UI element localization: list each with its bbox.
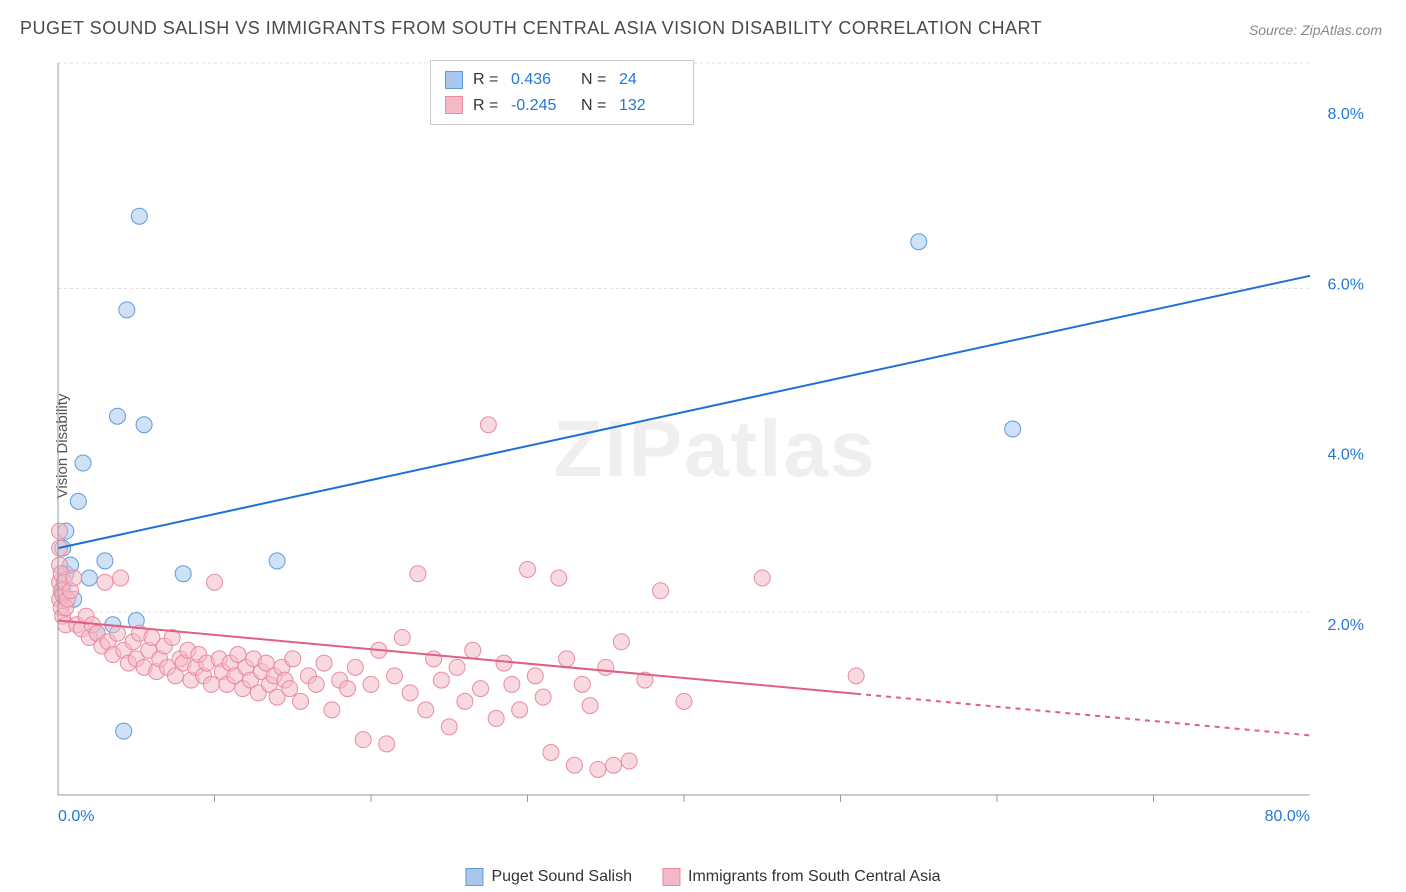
x-tick-label: 0.0%	[58, 808, 94, 825]
data-point	[269, 553, 285, 569]
data-point	[70, 493, 86, 509]
legend-label: Immigrants from South Central Asia	[688, 868, 941, 886]
stat-r-label: R =	[473, 93, 501, 119]
stat-n-label: N =	[581, 93, 609, 119]
trend-line-extrapolated	[856, 694, 1310, 736]
data-point	[418, 702, 434, 718]
data-point	[480, 417, 496, 433]
bottom-legend: Puget Sound Salish Immigrants from South …	[465, 868, 940, 886]
scatter-plot: ZIPatlas 0.0% 80.0% 2.0% 4.0% 6.0% 8.0%	[50, 55, 1380, 835]
data-point	[621, 753, 637, 769]
data-point	[75, 455, 91, 471]
data-point	[285, 651, 301, 667]
data-point	[754, 570, 770, 586]
data-point	[379, 736, 395, 752]
data-point	[441, 719, 457, 735]
stat-n-value: 24	[619, 67, 679, 93]
y-tick-label: 2.0%	[1328, 617, 1364, 634]
data-point	[97, 574, 113, 590]
data-point	[598, 659, 614, 675]
x-tick-label: 80.0%	[1265, 808, 1310, 825]
legend-swatch	[445, 71, 463, 89]
data-point	[676, 693, 692, 709]
data-point	[116, 723, 132, 739]
y-tick-label: 6.0%	[1328, 276, 1364, 293]
data-point	[543, 744, 559, 760]
trend-line	[58, 276, 1310, 548]
data-point	[465, 642, 481, 658]
legend-item: Puget Sound Salish	[465, 868, 632, 886]
legend-swatch	[445, 96, 463, 114]
correlation-stats-box: R = 0.436 N = 24 R = -0.245 N = 132	[430, 60, 694, 125]
data-point	[848, 668, 864, 684]
data-point	[473, 681, 489, 697]
data-point	[520, 561, 536, 577]
data-point	[559, 651, 575, 667]
stats-row: R = 0.436 N = 24	[445, 67, 679, 93]
data-point	[582, 698, 598, 714]
svg-text:ZIPatlas: ZIPatlas	[554, 404, 877, 493]
data-point	[324, 702, 340, 718]
data-point	[355, 732, 371, 748]
data-point	[1005, 421, 1021, 437]
data-point	[131, 208, 147, 224]
data-point	[207, 574, 223, 590]
legend-item: Immigrants from South Central Asia	[662, 868, 941, 886]
stat-n-value: 132	[619, 93, 679, 119]
chart-title: PUGET SOUND SALISH VS IMMIGRANTS FROM SO…	[20, 18, 1042, 39]
data-point	[308, 676, 324, 692]
data-point	[606, 757, 622, 773]
data-point	[551, 570, 567, 586]
data-point	[512, 702, 528, 718]
data-point	[527, 668, 543, 684]
stat-r-label: R =	[473, 67, 501, 93]
data-point	[566, 757, 582, 773]
data-point	[426, 651, 442, 667]
data-point	[504, 676, 520, 692]
data-point	[175, 566, 191, 582]
data-point	[386, 668, 402, 684]
data-point	[81, 570, 97, 586]
data-point	[113, 570, 129, 586]
data-point	[449, 659, 465, 675]
data-point	[653, 583, 669, 599]
y-tick-label: 4.0%	[1328, 447, 1364, 464]
data-point	[613, 634, 629, 650]
data-point	[590, 761, 606, 777]
data-point	[52, 523, 68, 539]
stat-r-value: 0.436	[511, 67, 571, 93]
data-point	[293, 693, 309, 709]
legend-swatch	[465, 868, 483, 886]
data-point	[535, 689, 551, 705]
data-point	[109, 408, 125, 424]
data-point	[136, 417, 152, 433]
stat-n-label: N =	[581, 67, 609, 93]
data-point	[496, 655, 512, 671]
legend-label: Puget Sound Salish	[491, 868, 632, 886]
data-point	[410, 566, 426, 582]
data-point	[433, 672, 449, 688]
legend-swatch	[662, 868, 680, 886]
data-point	[402, 685, 418, 701]
stat-r-value: -0.245	[511, 93, 571, 119]
y-tick-label: 8.0%	[1328, 106, 1364, 123]
data-point	[97, 553, 113, 569]
data-point	[109, 625, 125, 641]
data-point	[488, 710, 504, 726]
source-attribution: Source: ZipAtlas.com	[1249, 22, 1382, 38]
data-point	[363, 676, 379, 692]
data-point	[347, 659, 363, 675]
data-point	[119, 302, 135, 318]
data-point	[574, 676, 590, 692]
data-point	[394, 630, 410, 646]
data-point	[457, 693, 473, 709]
stats-row: R = -0.245 N = 132	[445, 93, 679, 119]
data-point	[66, 570, 82, 586]
data-point	[911, 234, 927, 250]
data-point	[203, 676, 219, 692]
data-point	[340, 681, 356, 697]
data-point	[316, 655, 332, 671]
data-point	[282, 681, 298, 697]
